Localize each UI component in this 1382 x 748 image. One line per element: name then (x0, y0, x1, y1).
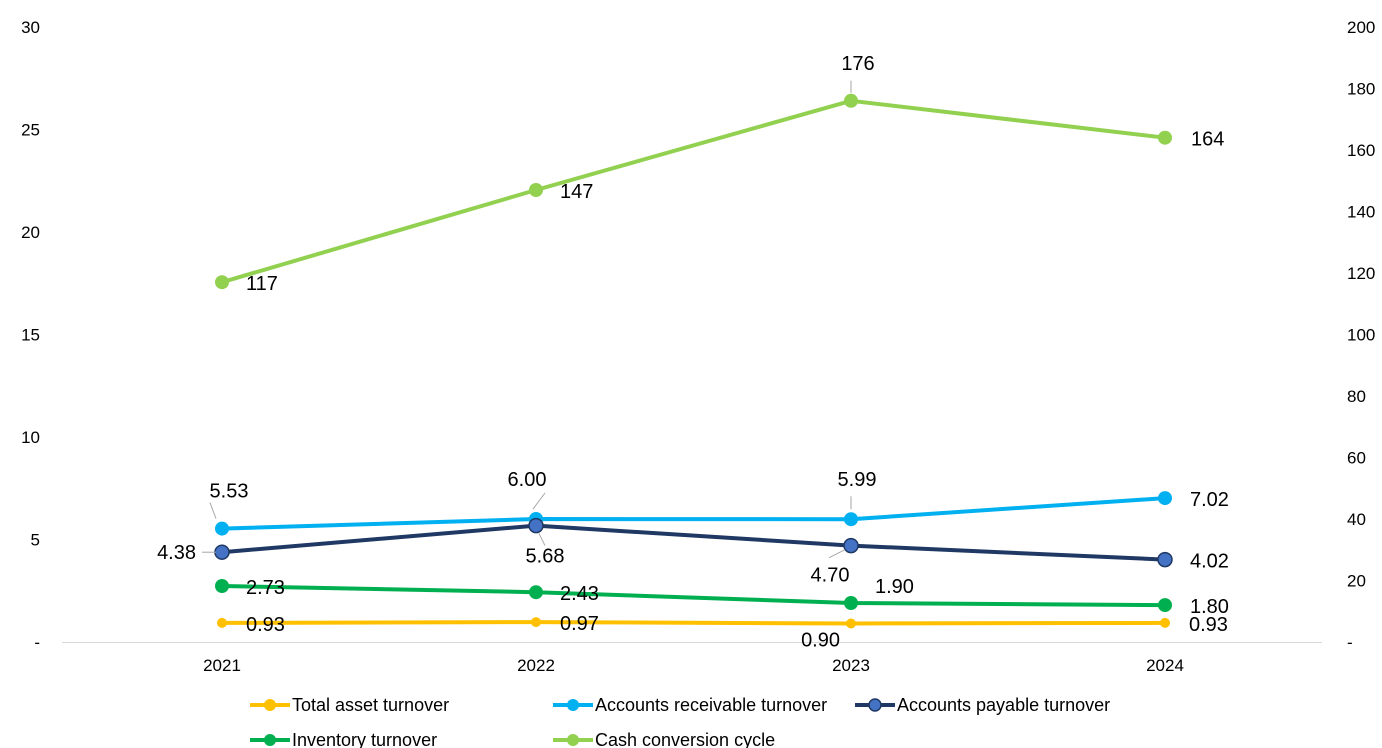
data-label: 4.70 (811, 565, 850, 587)
data-label: 164 (1191, 129, 1224, 151)
data-label: 176 (841, 53, 874, 75)
data-point (531, 617, 541, 628)
data-labels: 0.93 0.97 0.90 0.93 5.53 6.00 5.99 7.02 4.38 5.68… (157, 53, 1229, 652)
data-point (844, 512, 858, 527)
data-point (1157, 551, 1173, 568)
data-point (215, 521, 229, 536)
data-label: 147 (560, 181, 593, 203)
left-axis-tick: 5 (31, 531, 40, 550)
data-label: 4.38 (157, 542, 196, 564)
legend-swatch-marker (567, 699, 579, 711)
data-point (1158, 130, 1172, 145)
legend-swatch-marker (264, 734, 276, 746)
data-point (215, 275, 229, 290)
data-label: 5.99 (838, 469, 877, 491)
data-label: 4.02 (1190, 551, 1229, 573)
data-point (1160, 617, 1170, 628)
series-total-asset-turnover (217, 617, 1170, 629)
legend-item: Inventory turnover (250, 730, 437, 748)
data-point (844, 93, 858, 108)
data-label: 0.93 (246, 614, 285, 636)
x-axis-tick: 2021 (203, 656, 241, 675)
legend-swatch-marker (567, 734, 579, 746)
data-point (843, 537, 859, 554)
data-point (529, 183, 543, 197)
right-axis-tick: 140 (1347, 203, 1375, 222)
data-point (529, 585, 543, 600)
data-label: 117 (246, 273, 278, 295)
series-accounts-payable-turnover (214, 517, 1173, 568)
series-line (221, 496, 1166, 531)
legend-label: Inventory turnover (292, 730, 437, 748)
leader-line (538, 533, 546, 546)
legend-item: Cash conversion cycle (553, 730, 775, 748)
series-layer (214, 93, 1173, 629)
left-axis-tick: 30 (21, 18, 40, 37)
legend-swatch-marker (868, 698, 882, 712)
legend-item: Accounts receivable turnover (553, 695, 827, 715)
right-axis-tick: 60 (1347, 449, 1366, 468)
data-point (214, 544, 230, 560)
right-axis-tick: 80 (1347, 387, 1366, 406)
x-axis-tick: 2023 (832, 656, 870, 675)
right-axis-tick: 100 (1347, 326, 1375, 345)
leader-line (532, 492, 546, 510)
data-label: 0.90 (801, 630, 840, 652)
x-axis-tick: 2022 (517, 656, 555, 675)
data-point (215, 579, 229, 593)
series-line (221, 98, 1166, 285)
right-axis-tick: 120 (1347, 264, 1375, 283)
left-axis-tick: 20 (21, 223, 40, 242)
x-axis-tick: 2024 (1146, 656, 1184, 675)
legend-item: Total asset turnover (250, 695, 449, 715)
data-label: 2.43 (560, 583, 599, 605)
left-axis-tick: - (34, 633, 40, 652)
series-cash-conversion-cycle (215, 93, 1172, 290)
data-label: 1.90 (875, 576, 914, 598)
legend-item: Accounts payable turnover (855, 695, 1110, 715)
right-axis-tick: 160 (1347, 141, 1375, 160)
series-line (221, 523, 1166, 562)
series-accounts-receivable-turnover (215, 491, 1172, 536)
data-point (844, 596, 858, 610)
right-axis-tick: 20 (1347, 572, 1366, 591)
series-inventory-turnover (215, 579, 1172, 613)
data-label: 5.68 (526, 546, 565, 568)
legend-label: Accounts payable turnover (897, 695, 1110, 715)
left-axis-tick: 15 (21, 326, 40, 345)
legend-label: Accounts receivable turnover (595, 695, 827, 715)
leader-line (209, 502, 217, 519)
left-y-axis: - 5 10 15 20 25 30 (21, 18, 40, 652)
legend-label: Total asset turnover (292, 695, 449, 715)
series-line (221, 584, 1166, 608)
legend: Total asset turnover Accounts receivable … (250, 695, 1110, 748)
series-line (221, 620, 1166, 626)
data-label: 1.80 (1190, 596, 1229, 618)
x-axis: 2021 2022 2023 2024 (62, 642, 1322, 675)
right-y-axis: - 20 40 60 80 100 120 140 160 180 200 (1347, 18, 1375, 652)
left-axis-tick: 25 (21, 121, 40, 140)
left-axis-tick: 10 (21, 428, 40, 447)
leader-line (828, 549, 846, 559)
data-label: 6.00 (508, 469, 547, 491)
data-label: 0.93 (1189, 614, 1228, 636)
data-point (1158, 491, 1172, 506)
legend-label: Cash conversion cycle (595, 730, 775, 748)
data-point (217, 617, 227, 628)
legend-swatch-marker (264, 699, 276, 711)
data-label: 2.73 (246, 577, 285, 599)
right-axis-tick: 40 (1347, 510, 1366, 529)
data-point (528, 517, 544, 534)
right-axis-tick: 180 (1347, 80, 1375, 99)
data-label: 7.02 (1190, 489, 1229, 511)
data-point (846, 618, 856, 629)
right-axis-tick: 200 (1347, 18, 1375, 37)
right-axis-tick: - (1347, 633, 1353, 652)
data-point (1158, 598, 1172, 613)
data-label: 5.53 (210, 481, 249, 503)
data-label: 0.97 (560, 613, 599, 635)
